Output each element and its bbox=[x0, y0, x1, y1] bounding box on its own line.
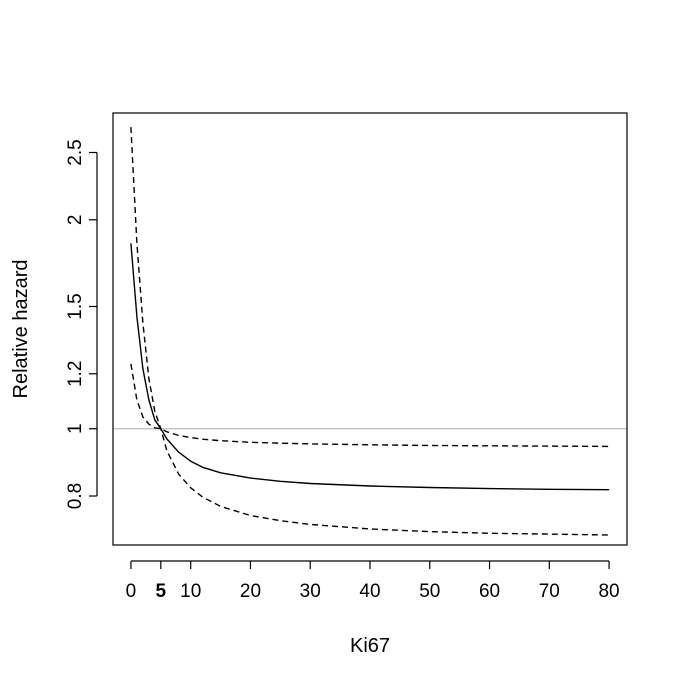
x-tick-label: 70 bbox=[539, 581, 560, 602]
plot-frame bbox=[112, 112, 628, 546]
x-axis: 0 5 10 20 30 40 50 60 70 80 bbox=[126, 560, 620, 602]
y-axis: 0.8 1 1.2 1.5 2 2.5 bbox=[65, 139, 98, 509]
x-tick-label: 5 bbox=[156, 581, 167, 602]
x-tick-label: 40 bbox=[359, 581, 380, 602]
x-tick-label: 30 bbox=[300, 581, 321, 602]
y-axis-title: Relative hazard bbox=[10, 260, 32, 399]
x-axis-title: Ki67 bbox=[350, 635, 390, 657]
y-tick-label: 2 bbox=[65, 215, 86, 226]
x-tick-label: 80 bbox=[598, 581, 619, 602]
series-line-2 bbox=[130, 127, 610, 536]
series-line-1 bbox=[130, 243, 610, 491]
x-tick-label: 60 bbox=[479, 581, 500, 602]
x-tick-label: 50 bbox=[419, 581, 440, 602]
series-layer bbox=[130, 127, 610, 536]
y-tick-label: 1 bbox=[65, 423, 86, 434]
series-line-3 bbox=[130, 363, 610, 448]
y-tick-label: 1.5 bbox=[65, 293, 86, 319]
y-tick-label: 0.8 bbox=[65, 483, 86, 509]
x-tick-label: 0 bbox=[126, 581, 137, 602]
x-tick-label: 10 bbox=[180, 581, 201, 602]
y-tick-label: 2.5 bbox=[65, 139, 86, 165]
y-tick-label: 1.2 bbox=[65, 361, 86, 387]
x-tick-label: 20 bbox=[240, 581, 261, 602]
